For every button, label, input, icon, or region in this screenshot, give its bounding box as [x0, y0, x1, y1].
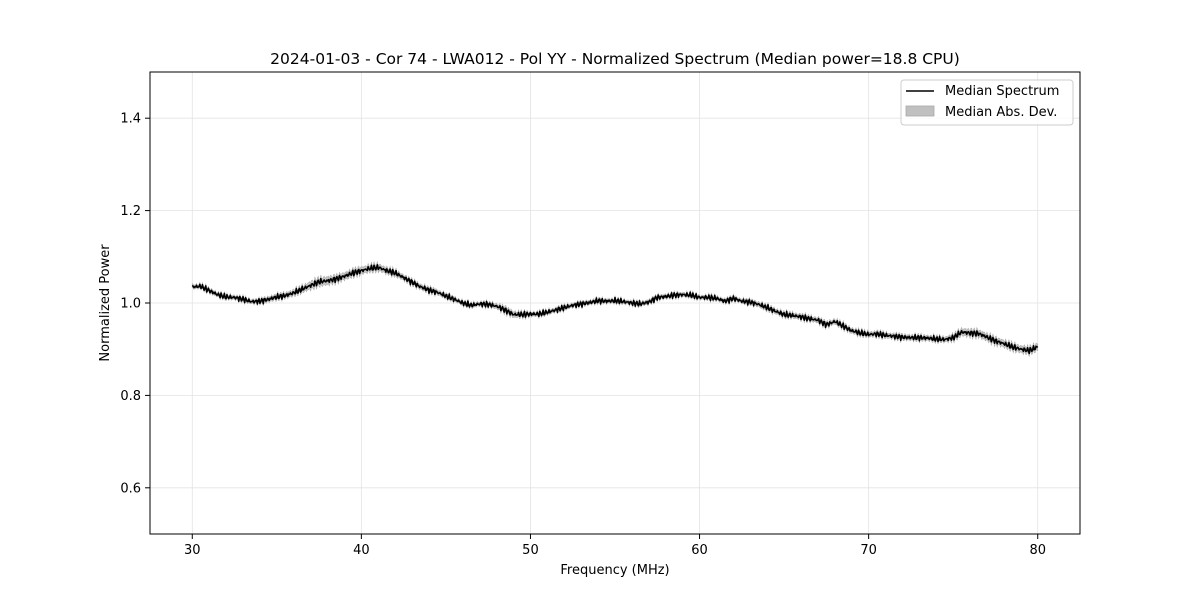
y-tick-label-1.4: 1.4 — [120, 112, 141, 127]
x-tick-label-40: 40 — [353, 543, 370, 558]
chart-title: 2024-01-03 - Cor 74 - LWA012 - Pol YY - … — [270, 50, 960, 68]
x-tick-label-30: 30 — [184, 543, 201, 558]
y-tick-label-1.2: 1.2 — [120, 204, 141, 219]
x-tick-label-70: 70 — [860, 543, 877, 558]
plot-area — [191, 260, 1039, 357]
median-spectrum-line — [191, 264, 1039, 355]
y-tick-label-0.6: 0.6 — [120, 481, 141, 496]
y-tick-label-1.0: 1.0 — [120, 297, 141, 312]
legend-label-median-abs-dev: Median Abs. Dev. — [945, 105, 1057, 120]
y-axis-label: Normalized Power — [98, 244, 113, 362]
x-tick-label-60: 60 — [691, 543, 708, 558]
x-axis-label: Frequency (MHz) — [560, 563, 669, 578]
legend-box — [900, 79, 1074, 126]
y-tick-label-0.8: 0.8 — [120, 389, 141, 404]
legend-band-swatch — [905, 105, 935, 117]
plot-frame — [149, 71, 1081, 535]
legend: Median Spectrum Median Abs. Dev. — [900, 79, 1074, 126]
x-tick-label-50: 50 — [522, 543, 539, 558]
x-tick-label-80: 80 — [1029, 543, 1046, 558]
axis-ticks: 30 40 50 60 70 80 0.6 0.8 1.0 1.2 1.4 — [120, 112, 1046, 558]
legend-label-median-spectrum: Median Spectrum — [945, 84, 1059, 99]
